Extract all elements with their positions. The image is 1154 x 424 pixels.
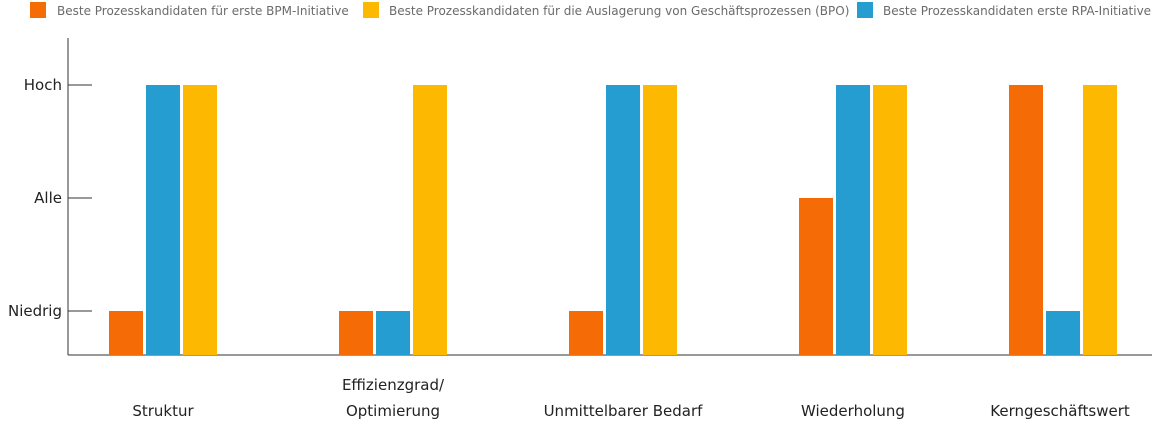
bar-4-series-3 [873, 85, 907, 355]
legend-label-1: Beste Prozesskandidaten für erste BPM-In… [57, 4, 349, 18]
x-tick-label-4: Wiederholung [801, 402, 905, 420]
bar-2-series-1 [339, 311, 373, 355]
bar-2-series-3 [413, 85, 447, 355]
bar-1-series-1 [109, 311, 143, 355]
bar-3-series-1 [569, 311, 603, 355]
legend-swatch-3 [857, 2, 873, 18]
bar-4-series-1 [799, 198, 833, 355]
legend-label-3: Beste Prozesskandidaten erste RPA-Initia… [883, 4, 1151, 18]
x-tick-label-1: Struktur [132, 402, 194, 420]
bar-1-series-3 [183, 85, 217, 355]
bar-5-series-1 [1009, 85, 1043, 355]
bar-5-series-2 [1046, 311, 1080, 355]
x-tick-label-5: Kerngeschäftswert [990, 402, 1130, 420]
y-tick-label-2: Alle [34, 189, 62, 207]
bar-5-series-3 [1083, 85, 1117, 355]
legend-swatch-1 [30, 2, 46, 18]
x-tick-label-2-line-2: Optimierung [346, 402, 440, 420]
x-tick-label-2-line-1: Effizienzgrad/ [342, 376, 445, 394]
bar-2-series-2 [376, 311, 410, 355]
y-tick-label-3: Hoch [24, 76, 62, 94]
legend-label-2: Beste Prozesskandidaten für die Auslager… [389, 4, 849, 18]
bar-4-series-2 [836, 85, 870, 355]
y-tick-label-1: Niedrig [8, 302, 62, 320]
bar-1-series-2 [146, 85, 180, 355]
bar-3-series-2 [606, 85, 640, 355]
legend-swatch-2 [363, 2, 379, 18]
bar-3-series-3 [643, 85, 677, 355]
x-tick-label-3: Unmittelbarer Bedarf [544, 402, 704, 420]
